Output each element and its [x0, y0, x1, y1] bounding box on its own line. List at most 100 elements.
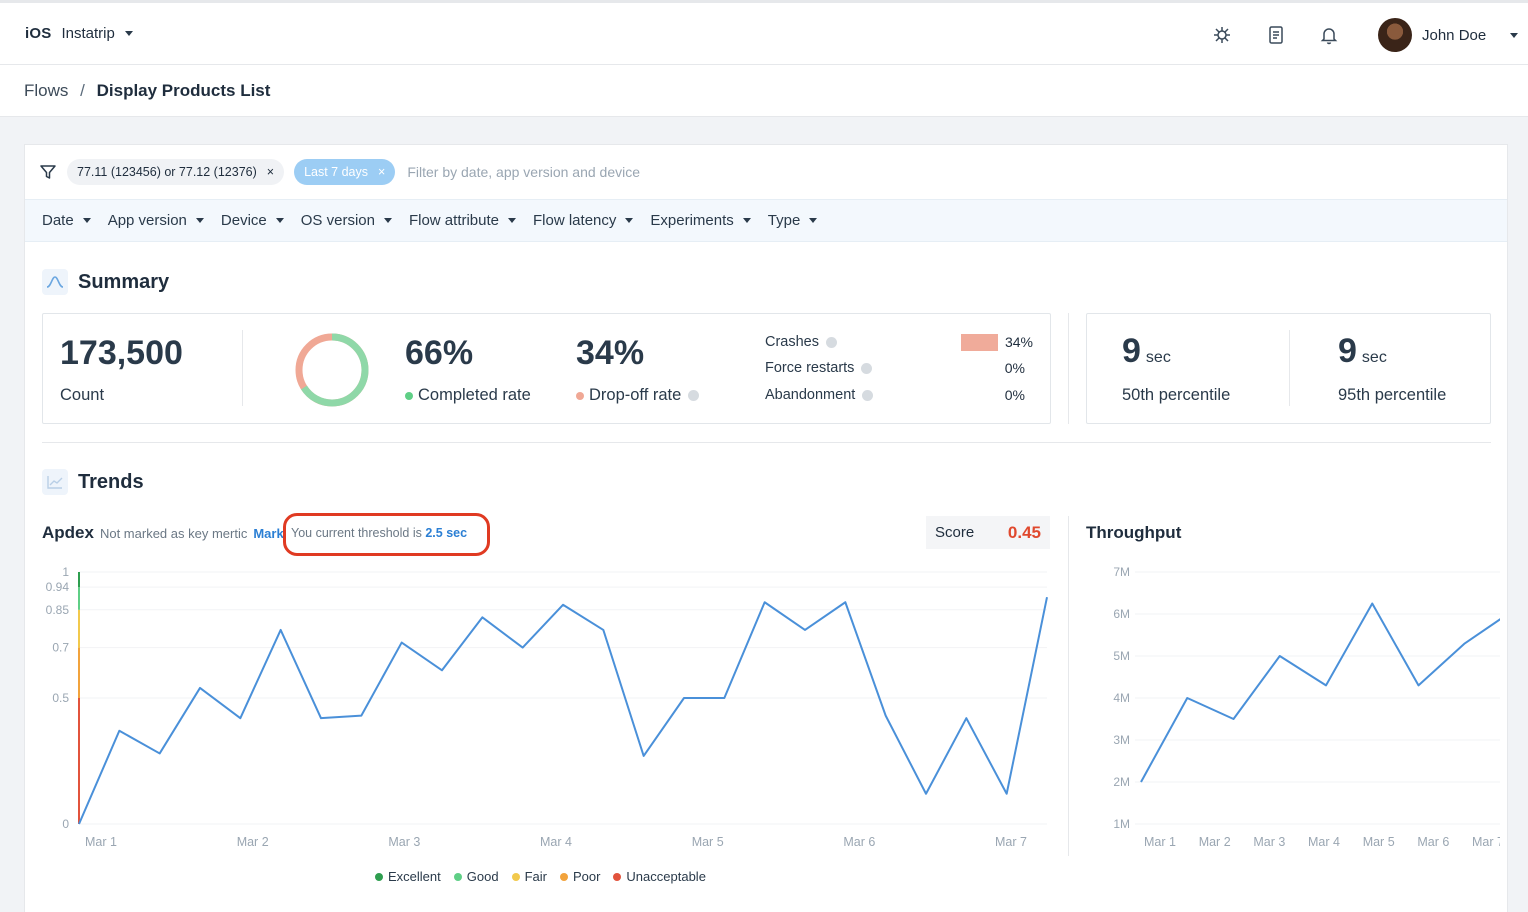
- legend-item[interactable]: Poor: [559, 869, 600, 884]
- bug-icon[interactable]: [1212, 25, 1232, 45]
- x-tick-label: Mar 2: [237, 835, 269, 849]
- version-filter-chip[interactable]: 77.11 (123456) or 77.12 (12376) ×: [67, 159, 285, 185]
- dimension-device[interactable]: Device: [221, 212, 284, 229]
- legend-item[interactable]: Unacceptable: [613, 869, 706, 884]
- breakdown-label: Force restarts: [765, 360, 855, 376]
- date-filter-chip[interactable]: Last 7 days ×: [294, 159, 396, 185]
- app-switcher[interactable]: iOS Instatrip: [25, 25, 133, 42]
- legend-dot: [375, 872, 383, 881]
- info-icon[interactable]: [826, 336, 837, 348]
- info-icon[interactable]: [861, 362, 873, 374]
- dimension-label: App version: [107, 212, 187, 229]
- x-tick-label: Mar 1: [85, 835, 117, 849]
- trends-heading: Trends: [42, 469, 144, 495]
- dimension-experiments[interactable]: Experiments: [650, 212, 751, 229]
- dimension-label: Device: [220, 212, 267, 229]
- x-tick-label: Mar 5: [1363, 835, 1395, 849]
- dropoff-value: 34%: [576, 334, 645, 372]
- dimension-flow-latency[interactable]: Flow latency: [533, 212, 634, 229]
- breadcrumb-root[interactable]: Flows: [24, 81, 69, 100]
- y-tick-label: 0.5: [52, 691, 69, 705]
- bell-icon[interactable]: [1319, 25, 1339, 45]
- p95-unit: sec: [1361, 349, 1387, 366]
- breakdown-label: Abandonment: [765, 387, 856, 403]
- legend-dot: [511, 872, 520, 881]
- legend-dot: [613, 872, 622, 881]
- filter-input[interactable]: Filter by date, app version and device: [407, 164, 641, 180]
- apdex-score: Score 0.45: [926, 516, 1050, 549]
- legend-dot: [453, 872, 462, 881]
- apdex-legend: Excellent Good Fair Poor Unacceptable: [375, 869, 706, 884]
- legend-label: Excellent: [388, 869, 441, 884]
- apdex-note: Not marked as key mertic: [99, 526, 248, 541]
- dimension-label: Type: [767, 212, 801, 229]
- dimension-app-version[interactable]: App version: [108, 212, 204, 229]
- info-icon[interactable]: [862, 389, 874, 401]
- dimension-flow-attribute[interactable]: Flow attribute: [409, 212, 517, 229]
- breakdown-label: Crashes: [765, 334, 819, 350]
- chevron-down-icon: [195, 218, 204, 223]
- close-icon[interactable]: ×: [266, 165, 275, 179]
- threshold-callout[interactable]: You current threshold is 2.5 sec: [283, 513, 490, 556]
- y-tick-label: 1M: [1113, 817, 1130, 831]
- page-title: Display Products List: [96, 81, 271, 100]
- document-icon[interactable]: [1266, 25, 1286, 45]
- info-icon[interactable]: [688, 390, 700, 402]
- y-tick-label: 4M: [1113, 691, 1130, 705]
- crashes-label: Crashes: [765, 334, 837, 350]
- x-tick-label: Mar 7: [995, 835, 1027, 849]
- breadcrumb-separator: /: [80, 81, 85, 100]
- apdex-header: Apdex Not marked as key mertic Mark: [42, 523, 284, 543]
- trends-icon: [42, 469, 68, 495]
- dimension-label: OS version: [300, 212, 375, 229]
- y-tick-label: 0.7: [52, 641, 69, 655]
- p95-number: 9: [1338, 332, 1357, 370]
- x-tick-label: Mar 6: [1417, 835, 1449, 849]
- chevron-down-icon: [1510, 32, 1519, 38]
- filter-icon[interactable]: [39, 163, 57, 181]
- divider: [1068, 516, 1069, 856]
- threshold-value[interactable]: 2.5 sec: [425, 526, 468, 540]
- close-icon[interactable]: ×: [378, 165, 386, 179]
- y-tick-label: 3M: [1113, 733, 1130, 747]
- x-tick-label: Mar 1: [1144, 835, 1176, 849]
- summary-heading: Summary: [42, 269, 169, 295]
- user-name: John Doe: [1422, 26, 1487, 44]
- platform-label: iOS: [25, 25, 52, 42]
- chevron-down-icon: [275, 218, 284, 223]
- threshold-text: You current threshold is: [291, 526, 422, 540]
- completed-value: 66%: [405, 334, 474, 372]
- donut-completed-arc: [295, 333, 369, 407]
- chevron-down-icon: [82, 218, 91, 223]
- dimension-date[interactable]: Date: [42, 212, 91, 229]
- count-value: 173,500: [60, 334, 183, 372]
- completion-donut: [295, 333, 369, 407]
- main-card: 77.11 (123456) or 77.12 (12376) × Last 7…: [24, 144, 1508, 912]
- breadcrumb: Flows / Display Products List: [0, 65, 1528, 117]
- crashes-bar: [961, 334, 998, 351]
- score-value: 0.45: [1007, 522, 1041, 542]
- abandonment-label: Abandonment: [765, 387, 874, 403]
- user-menu[interactable]: John Doe: [1378, 18, 1519, 52]
- count-label: Count: [60, 386, 105, 404]
- completed-label: Completed rate: [405, 386, 531, 405]
- legend-item[interactable]: Good: [453, 869, 499, 884]
- section-title: Trends: [78, 470, 144, 493]
- section-title: Summary: [78, 270, 170, 293]
- chevron-down-icon: [508, 218, 517, 223]
- summary-icon: [42, 269, 68, 295]
- dimension-os-version[interactable]: OS version: [301, 212, 392, 229]
- chevron-down-icon: [383, 218, 392, 223]
- throughput-title: Throughput: [1086, 523, 1182, 542]
- y-tick-label: 2M: [1113, 775, 1130, 789]
- x-tick-label: Mar 4: [1308, 835, 1340, 849]
- y-tick-label: 5M: [1113, 649, 1130, 663]
- summary-metrics: 173,500 Count 66% Completed rate 34% Dro…: [42, 313, 1051, 424]
- legend-item[interactable]: Excellent: [375, 869, 441, 884]
- dimension-type[interactable]: Type: [768, 212, 818, 229]
- x-tick-label: Mar 6: [843, 835, 875, 849]
- completed-text: Completed rate: [418, 386, 531, 404]
- legend-item[interactable]: Fair: [511, 869, 547, 884]
- mark-key-metric-link[interactable]: Mark: [253, 526, 284, 541]
- divider: [1068, 313, 1069, 424]
